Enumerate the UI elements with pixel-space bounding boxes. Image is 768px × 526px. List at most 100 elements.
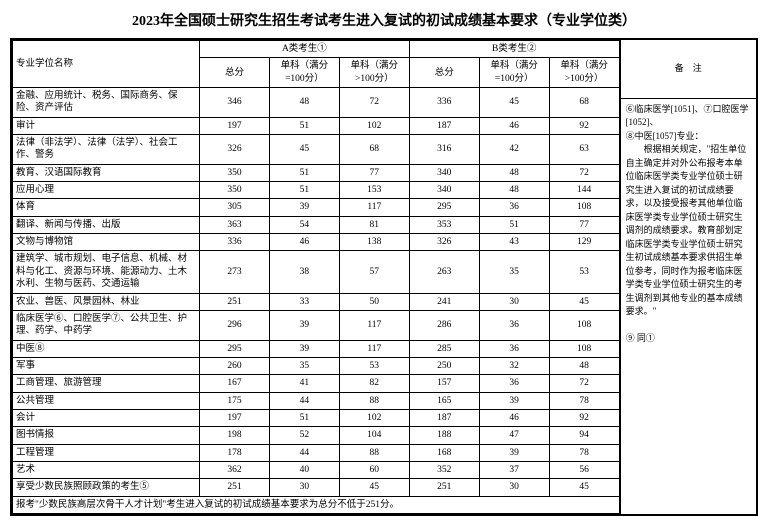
cell-value: 48 (269, 88, 339, 118)
cell-name: 军事 (13, 357, 200, 374)
table-row: 法律（非法学）、法律（法学）、社会工作、警务32645683164263 (13, 135, 620, 165)
cell-value: 78 (549, 444, 619, 461)
table-wrap: 专业学位名称 A类考生① B类考生② 总分 单科（满分=100分） 单科（满分>… (10, 38, 758, 516)
cell-value: 56 (549, 461, 619, 478)
cell-value: 363 (200, 216, 270, 233)
cell-name: 中医⑧ (13, 340, 200, 357)
th-a-subover: 单科（满分>100分） (339, 58, 409, 88)
cell-value: 72 (549, 164, 619, 181)
cell-value: 188 (409, 427, 479, 444)
cell-value: 353 (409, 216, 479, 233)
cell-value: 77 (549, 216, 619, 233)
cell-value: 77 (339, 164, 409, 181)
cell-value: 68 (339, 135, 409, 165)
cell-value: 36 (479, 199, 549, 216)
cell-value: 295 (200, 340, 270, 357)
cell-value: 45 (549, 293, 619, 310)
cell-value: 350 (200, 182, 270, 199)
cell-value: 42 (479, 135, 549, 165)
cell-value: 52 (269, 427, 339, 444)
cell-value: 362 (200, 461, 270, 478)
cell-value: 117 (339, 199, 409, 216)
cell-value: 30 (479, 479, 549, 496)
footer-row: 报考"少数民族高层次骨干人才计划"考生进入复试的初试成绩基本要求为总分不低于25… (13, 496, 620, 513)
note-line-3: 根据相关规定，"招生单位自主确定并对外公布报考本单位临床医学类专业学位硕士研究生… (626, 143, 751, 319)
cell-name: 文物与博物馆 (13, 234, 200, 251)
th-name: 专业学位名称 (13, 41, 200, 88)
cell-value: 336 (200, 234, 270, 251)
table-row: 工商管理、旅游管理16741821573672 (13, 375, 620, 392)
cell-value: 51 (479, 216, 549, 233)
cell-value: 48 (479, 164, 549, 181)
cell-value: 57 (339, 251, 409, 293)
cell-name: 教育、汉语国际教育 (13, 164, 200, 181)
th-a-total: 总分 (200, 58, 270, 88)
table-row: 体育3053911729536108 (13, 199, 620, 216)
cell-value: 165 (409, 392, 479, 409)
cell-value: 39 (479, 392, 549, 409)
cell-value: 251 (200, 293, 270, 310)
cell-value: 46 (479, 409, 549, 426)
cell-value: 60 (339, 461, 409, 478)
cell-value: 273 (200, 251, 270, 293)
cell-value: 50 (339, 293, 409, 310)
cell-value: 51 (269, 117, 339, 134)
cell-name: 建筑学、城市规划、电子信息、机械、材料与化工、资源与环境、能源动力、土木水利、生… (13, 251, 200, 293)
table-row: 图书情报198521041884794 (13, 427, 620, 444)
cell-value: 72 (339, 88, 409, 118)
cell-value: 285 (409, 340, 479, 357)
cell-value: 263 (409, 251, 479, 293)
cell-value: 54 (269, 216, 339, 233)
th-catB: B类考生② (409, 41, 619, 58)
cell-value: 35 (479, 251, 549, 293)
cell-value: 94 (549, 427, 619, 444)
cell-value: 168 (409, 444, 479, 461)
cell-name: 翻译、新闻与传播、出版 (13, 216, 200, 233)
table-row: 建筑学、城市规划、电子信息、机械、材料与化工、资源与环境、能源动力、土木水利、生… (13, 251, 620, 293)
cell-value: 117 (339, 310, 409, 340)
table-row: 公共管理17544881653978 (13, 392, 620, 409)
cell-value: 157 (409, 375, 479, 392)
cell-value: 36 (479, 340, 549, 357)
cell-value: 82 (339, 375, 409, 392)
cell-value: 45 (339, 479, 409, 496)
cell-value: 251 (409, 479, 479, 496)
cell-name: 艺术 (13, 461, 200, 478)
cell-value: 251 (200, 479, 270, 496)
score-table: 专业学位名称 A类考生① B类考生② 总分 单科（满分=100分） 单科（满分>… (12, 40, 620, 514)
cell-value: 45 (479, 88, 549, 118)
cell-value: 68 (549, 88, 619, 118)
cell-value: 43 (479, 234, 549, 251)
table-row: 金融、应用统计、税务、国际商务、保险、资产评估34648723364568 (13, 88, 620, 118)
table-row: 军事26035532503248 (13, 357, 620, 374)
cell-value: 295 (409, 199, 479, 216)
cell-value: 167 (200, 375, 270, 392)
note-line-4: ⑨ 同① (626, 332, 751, 346)
footer-text: 报考"少数民族高层次骨干人才计划"考生进入复试的初试成绩基本要求为总分不低于25… (13, 496, 620, 513)
cell-value: 37 (479, 461, 549, 478)
cell-value: 340 (409, 164, 479, 181)
cell-value: 350 (200, 164, 270, 181)
table-row: 文物与博物馆3364613832643129 (13, 234, 620, 251)
cell-value: 305 (200, 199, 270, 216)
cell-name: 工程管理 (13, 444, 200, 461)
cell-value: 108 (549, 310, 619, 340)
cell-name: 公共管理 (13, 392, 200, 409)
cell-value: 108 (549, 199, 619, 216)
cell-value: 129 (549, 234, 619, 251)
cell-value: 53 (339, 357, 409, 374)
table-row: 会计197511021874692 (13, 409, 620, 426)
cell-value: 336 (409, 88, 479, 118)
cell-value: 78 (549, 392, 619, 409)
cell-value: 35 (269, 357, 339, 374)
table-row: 教育、汉语国际教育35051773404872 (13, 164, 620, 181)
cell-value: 36 (479, 375, 549, 392)
cell-value: 102 (339, 409, 409, 426)
cell-value: 316 (409, 135, 479, 165)
table-row: 翻译、新闻与传播、出版36354813535177 (13, 216, 620, 233)
cell-value: 197 (200, 409, 270, 426)
cell-value: 45 (549, 479, 619, 496)
cell-value: 44 (269, 392, 339, 409)
cell-value: 88 (339, 392, 409, 409)
cell-value: 352 (409, 461, 479, 478)
